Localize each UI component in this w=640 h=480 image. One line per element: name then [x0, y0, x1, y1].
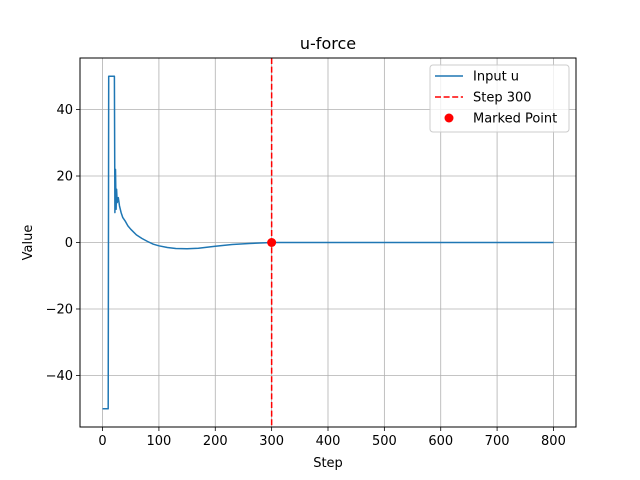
chart-title: u-force: [300, 34, 356, 53]
x-tick-label: 100: [146, 434, 171, 449]
y-axis-label: Value: [21, 225, 36, 261]
y-tick-label: 0: [65, 236, 73, 251]
marked-point: [267, 238, 277, 247]
legend-label-marked-point: Marked Point: [473, 112, 557, 127]
x-tick-label: 400: [316, 434, 341, 449]
plot-area: [102, 58, 554, 427]
y-tick-label: −20: [46, 302, 73, 317]
y-tick-label: 40: [56, 103, 73, 118]
x-tick-label: 0: [98, 434, 106, 449]
ticks: 0 100 200 300 400 500 600 700 800 −40 −20 0 20 40: [46, 103, 566, 449]
x-tick-label: 300: [259, 434, 284, 449]
legend: Input u Step 300 Marked Point: [429, 64, 570, 133]
y-tick-label: 20: [56, 170, 73, 185]
x-tick-label: 200: [203, 434, 228, 449]
x-tick-label: 700: [485, 434, 510, 449]
x-tick-label: 500: [372, 434, 397, 449]
y-tick-label: −40: [46, 369, 73, 384]
x-tick-label: 800: [541, 434, 566, 449]
legend-label-step-300: Step 300: [473, 91, 532, 106]
legend-swatch-marked-point: [444, 113, 454, 123]
legend-label-input-u: Input u: [473, 70, 519, 85]
x-axis-label: Step: [313, 456, 343, 471]
legend-box: [429, 64, 570, 133]
x-tick-label: 600: [428, 434, 453, 449]
